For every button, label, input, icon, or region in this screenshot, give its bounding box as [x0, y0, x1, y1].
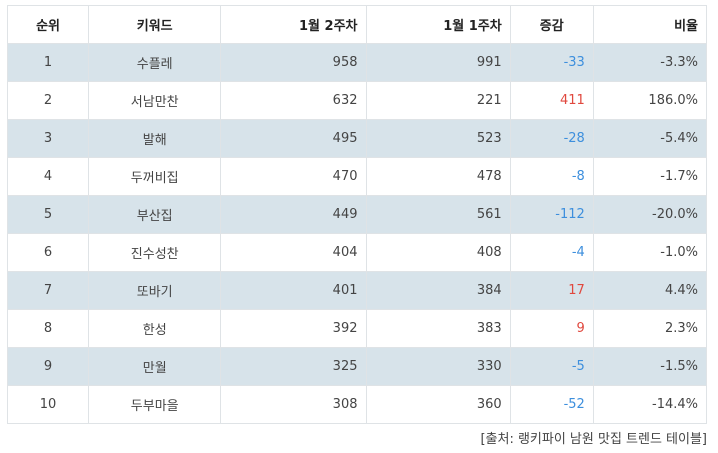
table-row: 3 발해 495 523 -28 -5.4%	[6, 119, 708, 158]
cell-ratio: -3.3%	[592, 43, 708, 82]
cell-diff: 411	[509, 81, 594, 120]
cell-week1: 383	[365, 309, 511, 348]
cell-week1: 360	[365, 385, 511, 424]
cell-week2: 470	[220, 157, 367, 196]
header-ratio: 비율	[592, 5, 708, 44]
cell-week1: 330	[365, 347, 511, 386]
cell-keyword: 한성	[88, 309, 222, 348]
cell-ratio: -14.4%	[592, 385, 708, 424]
cell-diff: -52	[509, 385, 594, 424]
table-body: 1 수플레 958 991 -33 -3.3% 2 서남만찬 632 221 411 186.0% 3 발…	[6, 43, 708, 424]
cell-week2: 495	[220, 119, 367, 158]
cell-rank: 5	[6, 195, 90, 234]
cell-week1: 408	[365, 233, 511, 272]
cell-week1: 478	[365, 157, 511, 196]
header-week2: 1월 2주차	[220, 5, 367, 44]
header-keyword: 키워드	[88, 5, 222, 44]
cell-rank: 1	[6, 43, 90, 82]
cell-ratio: 186.0%	[592, 81, 708, 120]
cell-ratio: -5.4%	[592, 119, 708, 158]
cell-week2: 632	[220, 81, 367, 120]
source-caption: [출처: 랭키파이 남원 맛집 트렌드 테이블]	[480, 432, 707, 447]
cell-week2: 392	[220, 309, 367, 348]
cell-diff: -28	[509, 119, 594, 158]
table-row: 9 만월 325 330 -5 -1.5%	[6, 347, 708, 386]
cell-keyword: 수플레	[88, 43, 222, 82]
table-row: 4 두꺼비집 470 478 -8 -1.7%	[6, 157, 708, 196]
cell-keyword: 만월	[88, 347, 222, 386]
cell-ratio: -1.0%	[592, 233, 708, 272]
cell-diff: -112	[509, 195, 594, 234]
table-row: 1 수플레 958 991 -33 -3.3%	[6, 43, 708, 82]
cell-rank: 2	[6, 81, 90, 120]
cell-week2: 308	[220, 385, 367, 424]
cell-rank: 8	[6, 309, 90, 348]
cell-keyword: 발해	[88, 119, 222, 158]
cell-week2: 449	[220, 195, 367, 234]
cell-week1: 384	[365, 271, 511, 310]
table-header-row: 순위 키워드 1월 2주차 1월 1주차 증감 비율	[6, 5, 708, 44]
cell-keyword: 부산집	[88, 195, 222, 234]
cell-diff: -5	[509, 347, 594, 386]
cell-ratio: -1.5%	[592, 347, 708, 386]
cell-ratio: -1.7%	[592, 157, 708, 196]
table-row: 10 두부마을 308 360 -52 -14.4%	[6, 385, 708, 424]
cell-week1: 561	[365, 195, 511, 234]
cell-rank: 3	[6, 119, 90, 158]
cell-diff: 17	[509, 271, 594, 310]
cell-keyword: 두꺼비집	[88, 157, 222, 196]
table-row: 2 서남만찬 632 221 411 186.0%	[6, 81, 708, 120]
cell-ratio: -20.0%	[592, 195, 708, 234]
cell-rank: 7	[6, 271, 90, 310]
header-diff: 증감	[509, 5, 594, 44]
cell-diff: -8	[509, 157, 594, 196]
header-week1: 1월 1주차	[365, 5, 511, 44]
table-row: 7 또바기 401 384 17 4.4%	[6, 271, 708, 310]
cell-rank: 9	[6, 347, 90, 386]
cell-rank: 4	[6, 157, 90, 196]
cell-rank: 6	[6, 233, 90, 272]
cell-diff: -4	[509, 233, 594, 272]
cell-keyword: 서남만찬	[88, 81, 222, 120]
cell-week2: 401	[220, 271, 367, 310]
cell-keyword: 또바기	[88, 271, 222, 310]
header-rank: 순위	[6, 5, 90, 44]
table-row: 6 진수성찬 404 408 -4 -1.0%	[6, 233, 708, 272]
cell-ratio: 2.3%	[592, 309, 708, 348]
ranking-table: 순위 키워드 1월 2주차 1월 1주차 증감 비율 1 수플레 958 991 -33…	[6, 5, 708, 424]
cell-week2: 325	[220, 347, 367, 386]
cell-week2: 404	[220, 233, 367, 272]
table-row: 8 한성 392 383 9 2.3%	[6, 309, 708, 348]
cell-keyword: 진수성찬	[88, 233, 222, 272]
cell-keyword: 두부마을	[88, 385, 222, 424]
cell-diff: 9	[509, 309, 594, 348]
cell-week1: 221	[365, 81, 511, 120]
table-row: 5 부산집 449 561 -112 -20.0%	[6, 195, 708, 234]
cell-week2: 958	[220, 43, 367, 82]
cell-week1: 991	[365, 43, 511, 82]
cell-rank: 10	[6, 385, 90, 424]
cell-diff: -33	[509, 43, 594, 82]
ranking-table-container: 순위 키워드 1월 2주차 1월 1주차 증감 비율 1 수플레 958 991 -33…	[6, 5, 708, 424]
cell-ratio: 4.4%	[592, 271, 708, 310]
cell-week1: 523	[365, 119, 511, 158]
